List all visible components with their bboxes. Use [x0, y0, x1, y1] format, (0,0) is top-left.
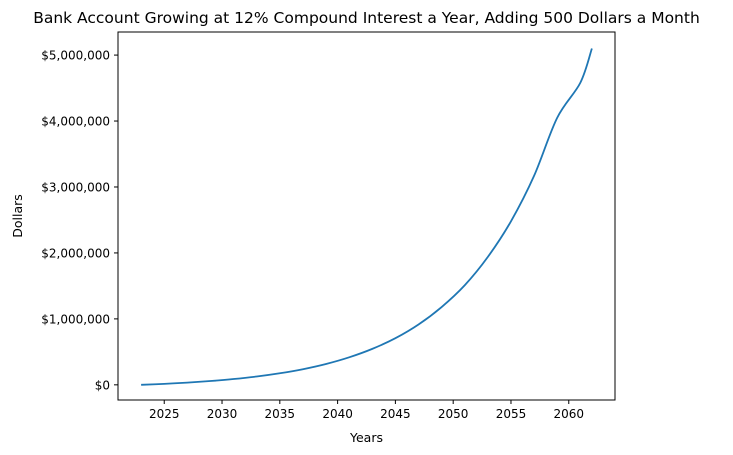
- x-axis-label: Years: [349, 430, 383, 445]
- x-axis: 2025 2030 2035 2040 2045 2050 2055 2060: [149, 400, 584, 421]
- x-tick-label: 2040: [322, 407, 353, 421]
- x-tick-label: 2030: [207, 407, 238, 421]
- y-tick-label: $0: [95, 378, 110, 392]
- plot-area-frame: [117, 31, 616, 401]
- series-line: [141, 48, 593, 386]
- x-tick-label: 2045: [380, 407, 411, 421]
- x-tick-label: 2050: [438, 407, 469, 421]
- x-tick-label: 2060: [553, 407, 584, 421]
- x-tick-label: 2025: [149, 407, 180, 421]
- x-tick-label: 2035: [265, 407, 296, 421]
- series-layer: [141, 48, 593, 386]
- y-tick-label: $5,000,000: [41, 49, 110, 63]
- y-tick-label: $1,000,000: [41, 312, 110, 326]
- y-axis-label: Dollars: [10, 194, 25, 238]
- chart-title: Bank Account Growing at 12% Compound Int…: [33, 9, 700, 27]
- y-tick-label: $3,000,000: [41, 180, 110, 194]
- y-tick-label: $2,000,000: [41, 246, 110, 260]
- y-axis: $0 $1,000,000 $2,000,000 $3,000,000 $4,000,0…: [41, 49, 118, 392]
- y-tick-label: $4,000,000: [41, 115, 110, 129]
- x-tick-label: 2055: [496, 407, 527, 421]
